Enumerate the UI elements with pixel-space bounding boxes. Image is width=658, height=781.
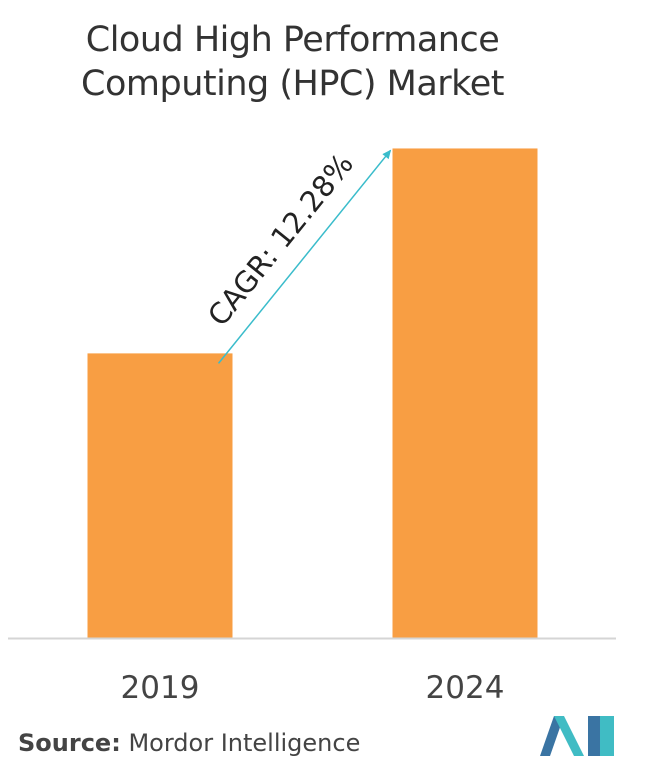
x-tick-label-2019: 2019: [121, 670, 200, 706]
logo-shape-middle: [554, 716, 584, 756]
bar-2024: [392, 148, 538, 638]
cagr-label: CAGR: 12.28%: [201, 147, 360, 332]
chart-title: Cloud High Performance Computing (HPC) M…: [0, 18, 585, 106]
logo-shape-far-right: [600, 716, 614, 756]
bars-group: [87, 148, 538, 638]
chart-title-line-1: Cloud High Performance: [85, 20, 500, 60]
source-text: Mordor Intelligence: [128, 729, 361, 757]
chart-title-line-2: Computing (HPC) Market: [81, 64, 504, 104]
bar-2019: [87, 353, 233, 638]
source-label: Source:: [18, 729, 121, 757]
x-axis-labels: 2019 2024: [121, 670, 505, 706]
source-note: Source: Mordor Intelligence: [18, 729, 360, 757]
cagr-arrow: [217, 149, 392, 364]
logo-shape-right: [588, 716, 600, 756]
mordor-intelligence-logo-icon: [540, 716, 614, 756]
x-tick-label-2024: 2024: [426, 670, 505, 706]
logo-shape-left: [540, 716, 564, 756]
